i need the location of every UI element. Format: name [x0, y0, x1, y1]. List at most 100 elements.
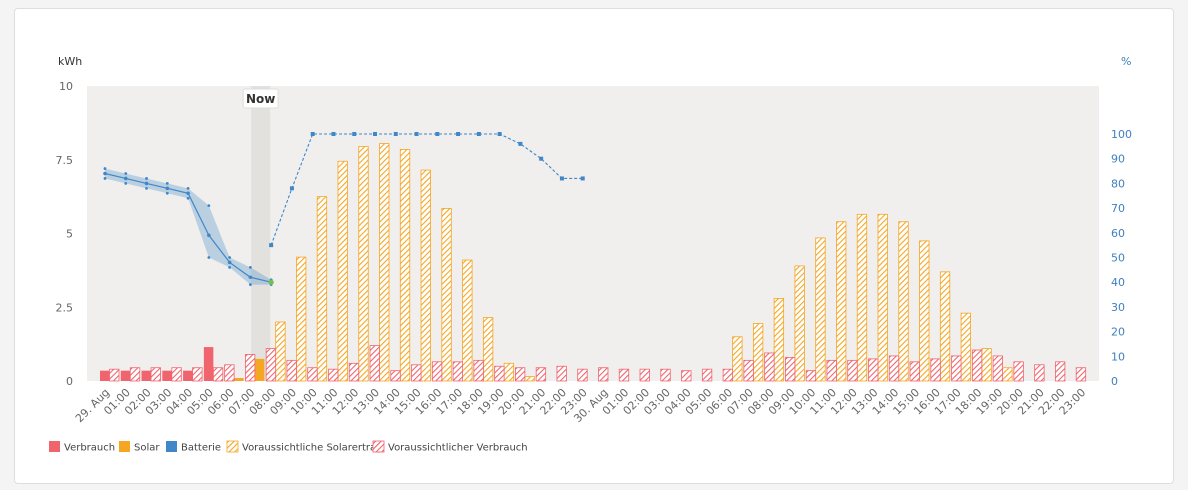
bar-forecast-verbrauch — [888, 355, 900, 382]
battery-forecast-point — [435, 132, 440, 136]
bar-forecast-verbrauch — [971, 349, 983, 382]
bar-forecast-verbrauch — [764, 352, 775, 382]
bar-verbrauch — [162, 370, 172, 381]
battery-forecast-point — [539, 156, 544, 161]
bar-forecast-solar — [441, 208, 452, 382]
bar-forecast-verbrauch — [805, 370, 817, 382]
y-right-tick: 70 — [1111, 202, 1125, 215]
y-right-tick: 50 — [1111, 252, 1125, 265]
bar-forecast-solar — [503, 362, 515, 382]
battery-forecast-point — [352, 132, 357, 136]
battery-history-point — [248, 275, 253, 280]
legend-label: Voraussichtlicher Verbrauch — [388, 443, 528, 454]
battery-forecast-point — [456, 132, 461, 136]
bar-forecast-verbrauch — [150, 367, 161, 382]
y-right-ticks: 0 10 20 30 40 50 60 70 80 90 100 — [1111, 128, 1132, 388]
bar-forecast-solar — [337, 160, 348, 382]
legend-label: Verbrauch — [64, 443, 115, 454]
bar-forecast-verbrauch — [1013, 361, 1024, 382]
now-label: Now — [242, 88, 279, 109]
bar-forecast-solar — [981, 348, 992, 382]
battery-history-high-point — [165, 182, 169, 185]
bar-forecast-solar — [856, 213, 868, 382]
legend[interactable]: Verbrauch Solar Batterie Voraussichtliche S… — [49, 440, 528, 454]
bar-forecast-solar — [836, 221, 847, 382]
bar-forecast-solar — [919, 240, 930, 382]
legend-item[interactable]: Verbrauch — [49, 441, 115, 454]
legend-item[interactable]: Solar — [119, 441, 160, 454]
y-right-tick: 10 — [1111, 350, 1125, 363]
battery-forecast-point — [310, 132, 315, 136]
bar-forecast-verbrauch — [369, 345, 380, 382]
bar-forecast-solar — [296, 256, 307, 382]
bar-verbrauch — [120, 370, 131, 381]
battery-forecast-point — [414, 132, 419, 136]
bar-forecast-verbrauch — [826, 359, 837, 382]
battery-history-point — [103, 171, 107, 176]
bar-forecast-verbrauch — [909, 361, 920, 382]
bar-verbrauch — [100, 370, 110, 381]
battery-forecast-point — [393, 132, 398, 136]
legend-item[interactable]: Voraussichtlicher Verbrauch — [372, 440, 528, 454]
bar-forecast-solar — [379, 143, 390, 382]
bar-forecast-verbrauch — [847, 359, 858, 382]
y-right-tick: 0 — [1111, 375, 1118, 388]
bar-forecast-verbrauch — [681, 370, 692, 382]
battery-history-high-point — [124, 172, 128, 175]
battery-history-high-point — [248, 265, 252, 269]
battery-forecast-point — [289, 186, 294, 191]
bar-forecast-solar — [773, 297, 785, 382]
bar-verbrauch — [203, 347, 214, 381]
battery-forecast-point — [497, 132, 502, 136]
legend-label: Voraussichtliche Solarertrag — [242, 443, 382, 454]
bar-solar — [254, 358, 265, 381]
bar-forecast-solar — [316, 196, 328, 382]
bar-forecast-solar — [939, 271, 951, 382]
battery-history-low-point — [186, 196, 190, 200]
bar-forecast-verbrauch — [265, 348, 277, 382]
legend-swatch — [226, 440, 239, 453]
bar-forecast-solar — [898, 221, 909, 382]
legend-item[interactable]: Voraussichtliche Solarertrag — [226, 440, 382, 454]
battery-history-high-point — [207, 204, 211, 208]
bar-forecast-verbrauch — [701, 368, 713, 382]
battery-forecast-point — [331, 132, 336, 136]
bar-forecast-verbrauch — [244, 354, 256, 382]
battery-history-point — [186, 191, 190, 196]
battery-history-point — [227, 260, 232, 265]
y-right-tick: 90 — [1111, 153, 1125, 166]
battery-history-point — [165, 186, 170, 191]
bar-forecast-verbrauch — [660, 368, 671, 382]
bar-forecast-verbrauch — [109, 368, 120, 382]
battery-forecast-line — [270, 133, 583, 246]
bar-forecast-verbrauch — [556, 365, 567, 382]
bars — [100, 143, 1087, 382]
energy-chart: Now kWh % 0 2.5 5 7.5 10 0 10 20 30 40 50 60 70 80 90… — [49, 55, 1132, 454]
bar-forecast-verbrauch — [618, 368, 630, 382]
legend-swatch — [372, 440, 385, 453]
bar-forecast-verbrauch — [514, 367, 526, 382]
bar-forecast-solar — [752, 323, 764, 382]
battery-forecast-point — [518, 141, 523, 146]
chart-card: Now kWh % 0 2.5 5 7.5 10 0 10 20 30 40 50 60 70 80 90… — [14, 8, 1174, 484]
battery-history-point — [144, 181, 149, 186]
bar-forecast-verbrauch — [1034, 364, 1045, 382]
bar-forecast-solar — [1002, 367, 1013, 382]
bar-forecast-verbrauch — [129, 367, 141, 382]
bar-forecast-verbrauch — [286, 359, 297, 382]
battery-history-high-point — [103, 167, 107, 170]
bar-forecast-verbrauch — [930, 358, 941, 382]
battery-history-low-point — [124, 182, 128, 185]
legend-swatch — [166, 441, 177, 452]
y-right-tick: 80 — [1111, 177, 1125, 190]
y-left-tick: 5 — [66, 228, 73, 241]
legend-item[interactable]: Batterie — [166, 441, 221, 454]
bar-forecast-verbrauch — [328, 368, 339, 382]
legend-swatch — [49, 441, 60, 452]
bar-forecast-verbrauch — [212, 367, 224, 382]
bar-forecast-solar — [275, 321, 286, 382]
bar-forecast-solar — [732, 336, 743, 382]
bar-forecast-solar — [877, 213, 888, 382]
y-right-title: % — [1121, 55, 1131, 68]
bar-forecast-verbrauch — [868, 358, 879, 382]
